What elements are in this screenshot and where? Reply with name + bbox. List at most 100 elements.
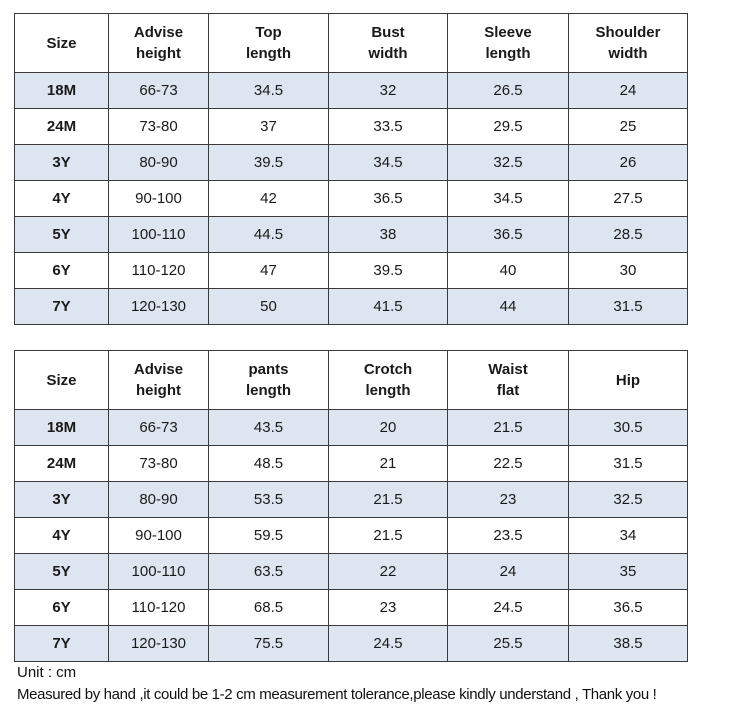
measurement-cell: 100-110 — [108, 553, 209, 590]
size-cell: 6Y — [14, 252, 109, 289]
column-header-line: height — [136, 382, 181, 399]
measurement-cell: 68.5 — [208, 589, 329, 626]
size-cell: 3Y — [14, 144, 109, 181]
measurement-cell: 110-120 — [108, 252, 209, 289]
measurement-cell: 24.5 — [447, 589, 569, 626]
column-header-line: height — [136, 45, 181, 62]
unit-note: Unit : cm — [17, 664, 77, 681]
size-cell: 18M — [14, 72, 109, 109]
measurement-cell: 120-130 — [108, 288, 209, 325]
measurement-cell: 50 — [208, 288, 329, 325]
size-cell: 5Y — [14, 216, 109, 253]
column-header: Waist flat — [447, 350, 569, 410]
measurement-cell: 24 — [447, 553, 569, 590]
column-header-line: Advise — [133, 24, 184, 41]
measurement-cell: 41.5 — [328, 288, 448, 325]
measurement-cell: 66-73 — [108, 72, 209, 109]
column-header-line: Sleeve — [484, 24, 532, 41]
measurement-cell: 23 — [447, 481, 569, 518]
measurement-cell: 63.5 — [208, 553, 329, 590]
measurement-cell: 25 — [568, 108, 688, 145]
size-cell: 24M — [14, 445, 109, 482]
column-header-line: length — [246, 45, 291, 62]
measurement-cell: 28.5 — [568, 216, 688, 253]
table-row: 4Y 90-100 42 36.5 34.5 27.5 — [14, 180, 688, 217]
measurement-cell: 42 — [208, 180, 329, 217]
measurement-cell: 36.5 — [328, 180, 448, 217]
column-header: Advise height — [108, 350, 209, 410]
size-cell: 4Y — [14, 517, 109, 554]
size-cell: 18M — [14, 409, 109, 446]
column-header: Bust width — [328, 13, 448, 73]
measurement-cell: 90-100 — [108, 180, 209, 217]
column-header-line: Shoulder — [595, 24, 661, 41]
measurement-cell: 100-110 — [108, 216, 209, 253]
table-row: 5Y 100-110 44.5 38 36.5 28.5 — [14, 216, 688, 253]
measurement-cell: 21.5 — [328, 517, 448, 554]
size-cell: 6Y — [14, 589, 109, 626]
measurement-cell: 40 — [447, 252, 569, 289]
measurement-cell: 34.5 — [328, 144, 448, 181]
measurement-cell: 29.5 — [447, 108, 569, 145]
measurement-cell: 66-73 — [108, 409, 209, 446]
measurement-cell: 31.5 — [568, 288, 688, 325]
measurement-cell: 37 — [208, 108, 329, 145]
column-header: Crotch length — [328, 350, 448, 410]
measurement-cell: 53.5 — [208, 481, 329, 518]
top-size-table: Size Advise height Top length Bust width Sleeve… — [14, 13, 688, 325]
table-row: 7Y 120-130 75.5 24.5 25.5 38.5 — [14, 625, 688, 662]
measurement-cell: 24.5 — [328, 625, 448, 662]
measurement-cell: 47 — [208, 252, 329, 289]
measurement-cell: 38.5 — [568, 625, 688, 662]
measurement-cell: 23.5 — [447, 517, 569, 554]
table-row: 4Y 90-100 59.5 21.5 23.5 34 — [14, 517, 688, 554]
table-row: 6Y 110-120 68.5 23 24.5 36.5 — [14, 589, 688, 626]
table-row: 6Y 110-120 47 39.5 40 30 — [14, 252, 688, 289]
size-cell: 24M — [14, 108, 109, 145]
measurement-cell: 80-90 — [108, 481, 209, 518]
measurement-cell: 44.5 — [208, 216, 329, 253]
measurement-cell: 35 — [568, 553, 688, 590]
measurement-cell: 27.5 — [568, 180, 688, 217]
measurement-cell: 20 — [328, 409, 448, 446]
table-row: 5Y 100-110 63.5 22 24 35 — [14, 553, 688, 590]
measurement-cell: 22 — [328, 553, 448, 590]
column-header-line: length — [485, 45, 531, 62]
column-header: pants length — [208, 350, 329, 410]
measurement-cell: 22.5 — [447, 445, 569, 482]
measurement-cell: 24 — [568, 72, 688, 109]
table-row: 24M 73-80 37 33.5 29.5 25 — [14, 108, 688, 145]
measurement-cell: 21.5 — [447, 409, 569, 446]
measurement-cell: 73-80 — [108, 108, 209, 145]
measurement-cell: 44 — [447, 288, 569, 325]
size-cell: 7Y — [14, 288, 109, 325]
measurement-cell: 36.5 — [447, 216, 569, 253]
measurement-cell: 32.5 — [447, 144, 569, 181]
column-header-line: flat — [496, 382, 520, 399]
measurement-cell: 21 — [328, 445, 448, 482]
column-header-line: width — [608, 45, 648, 62]
table-row: 24M 73-80 48.5 21 22.5 31.5 — [14, 445, 688, 482]
column-header: Top length — [208, 13, 329, 73]
column-header-line: length — [365, 382, 411, 399]
column-header: Advise height — [108, 13, 209, 73]
size-cell: 7Y — [14, 625, 109, 662]
header-row: Size Advise height pants length Crotch length W… — [14, 350, 688, 410]
table-row: 3Y 80-90 39.5 34.5 32.5 26 — [14, 144, 688, 181]
column-header-line: Hip — [615, 371, 641, 389]
measurement-cell: 90-100 — [108, 517, 209, 554]
measurement-cell: 39.5 — [208, 144, 329, 181]
header-row: Size Advise height Top length Bust width Sleeve… — [14, 13, 688, 73]
table-row: 18M 66-73 34.5 32 26.5 24 — [14, 72, 688, 109]
tolerance-note: Measured by hand ,it could be 1-2 cm mea… — [17, 686, 657, 703]
column-header-line: Top — [255, 24, 282, 41]
measurement-cell: 34 — [568, 517, 688, 554]
column-header-line: length — [246, 382, 291, 399]
measurement-cell: 31.5 — [568, 445, 688, 482]
column-header-line: pants — [248, 361, 289, 378]
column-header-line: width — [368, 45, 408, 62]
measurement-cell: 23 — [328, 589, 448, 626]
measurement-cell: 43.5 — [208, 409, 329, 446]
measurement-cell: 75.5 — [208, 625, 329, 662]
measurement-cell: 26.5 — [447, 72, 569, 109]
